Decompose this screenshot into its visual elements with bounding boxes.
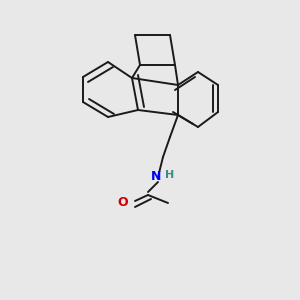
Text: O: O — [118, 196, 128, 209]
Text: N: N — [151, 170, 161, 184]
Text: H: H — [165, 170, 175, 180]
